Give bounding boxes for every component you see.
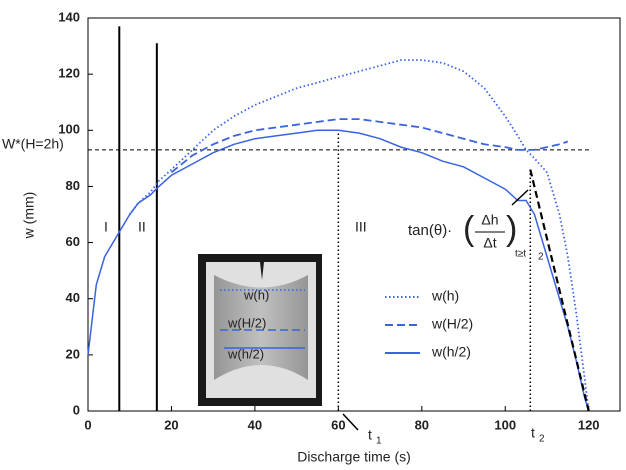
x-tick-label: 40 — [248, 417, 262, 432]
x-tick-label: 60 — [331, 417, 345, 432]
formula-part: tan(θ)· — [408, 222, 452, 239]
x-tick-label: 80 — [415, 417, 429, 432]
t-sub: 1 — [376, 436, 382, 447]
formula-part: Δt — [483, 235, 496, 251]
y-tick-label: 140 — [58, 9, 80, 24]
inset-label: w(H/2) — [227, 315, 266, 330]
y-axis-label: w (mm) — [21, 192, 37, 240]
y-tick-label: 120 — [58, 66, 80, 81]
formula-part: t≥t — [515, 249, 526, 260]
formula-paren: ( — [463, 210, 475, 248]
formula-part: 2 — [538, 252, 544, 263]
region-label: III — [355, 219, 367, 235]
region-label: II — [138, 219, 146, 235]
formula-arrow — [511, 189, 529, 206]
t-sub: 2 — [539, 434, 545, 445]
legend-label: w(H/2) — [431, 316, 473, 332]
y-tick-label: 60 — [66, 234, 80, 249]
series-line — [87, 129, 590, 412]
x-tick-label: 20 — [164, 417, 178, 432]
t-label: t — [531, 425, 535, 441]
y-tick-label: 100 — [58, 122, 80, 137]
series-line — [170, 118, 569, 174]
t-label: t — [368, 427, 372, 443]
plot-frame — [87, 17, 621, 412]
series-line — [128, 59, 590, 412]
inset-label: w(h) — [243, 287, 269, 302]
x-tick-label: 120 — [578, 417, 600, 432]
x-tick-label: 0 — [84, 417, 91, 432]
y-tick-label: 40 — [66, 290, 80, 305]
y-tick-label: 0 — [73, 402, 80, 417]
inset-label: w(h/2) — [227, 346, 264, 361]
reference-label: W*(H=2h) — [2, 136, 64, 152]
x-axis-label: Discharge time (s) — [297, 449, 411, 465]
legend-label: w(h) — [431, 288, 459, 304]
x-tick-label: 100 — [494, 417, 516, 432]
tangent-line — [529, 169, 590, 412]
legend-label: w(h/2) — [431, 344, 471, 360]
formula-paren: ) — [506, 210, 517, 248]
region-label: I — [104, 219, 108, 235]
t-arrow — [342, 413, 359, 431]
formula-part: Δh — [481, 212, 498, 228]
y-tick-label: 80 — [66, 178, 80, 193]
y-tick-label: 20 — [66, 346, 80, 361]
